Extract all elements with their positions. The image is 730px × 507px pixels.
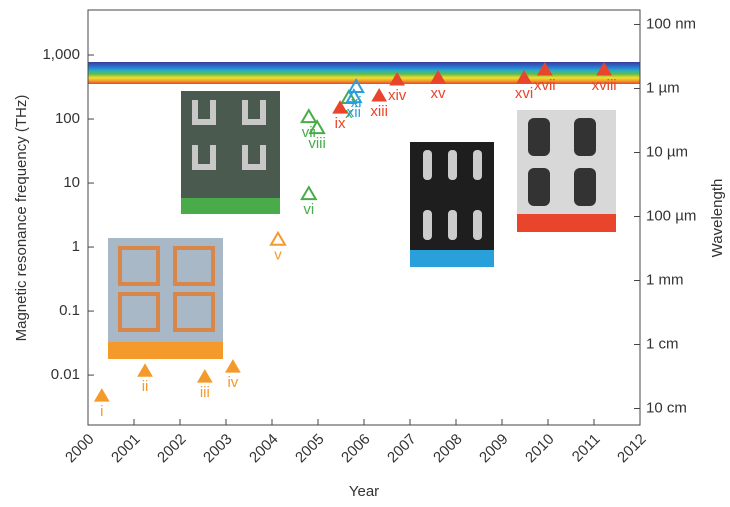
x-axis-label: Year: [349, 483, 379, 500]
x-tick-label: 2007: [384, 431, 420, 467]
point: [137, 363, 153, 377]
x-tick-label: 2012: [614, 431, 650, 467]
x-tick-label: 2011: [569, 431, 604, 466]
x-tick-label: 2004: [246, 431, 282, 467]
y-tick-label: 100: [55, 110, 80, 127]
y-tick-label: 1,000: [42, 46, 80, 63]
point-label: xv: [431, 85, 447, 102]
point-label: xii: [347, 104, 361, 121]
point-label: ix: [335, 115, 346, 132]
point-label: xiii: [370, 103, 388, 120]
inset-4: [517, 110, 616, 232]
point: [196, 369, 213, 383]
point: [371, 88, 388, 102]
y-tick-label: 1: [72, 238, 80, 255]
point-label: ii: [142, 378, 149, 395]
y2-tick-label: 1 cm: [646, 335, 679, 352]
y2-tick-label: 1 mm: [646, 271, 684, 288]
point: [300, 185, 318, 201]
y-tick-label: 10: [63, 174, 80, 191]
point: [300, 108, 318, 124]
x-tick-label: 2006: [338, 431, 374, 467]
y2-axis-label: Wavelength: [709, 179, 726, 258]
point: [430, 70, 446, 84]
x-tick-label: 2009: [476, 431, 512, 467]
point: [345, 88, 363, 104]
x-tick-label: 2005: [292, 431, 328, 467]
inset-3: [410, 142, 494, 267]
x-tick-label: 2010: [522, 431, 558, 467]
point-label: xvii: [534, 77, 556, 94]
x-tick-label: 2003: [200, 431, 236, 467]
point-label: i: [100, 403, 103, 420]
point-label: xiv: [388, 87, 407, 104]
x-tick-label: 2001: [108, 431, 144, 467]
point-label: xviii: [592, 77, 617, 94]
point-label: xvi: [515, 85, 533, 102]
point-label: iii: [200, 384, 210, 401]
point: [93, 388, 110, 402]
visible-band: [88, 62, 640, 84]
y-axis-label: Magnetic resonance frequency (THz): [13, 95, 30, 342]
inset-2: [181, 91, 280, 214]
y2-tick-label: 100 µm: [646, 207, 696, 224]
point: [389, 72, 405, 86]
y2-tick-label: 100 nm: [646, 15, 696, 32]
point: [225, 359, 241, 373]
point-label: x: [345, 105, 353, 122]
point: [269, 230, 287, 246]
point: [516, 70, 532, 84]
point-label: v: [274, 247, 282, 264]
point-label: viii: [308, 135, 326, 152]
inset-1: [108, 238, 223, 359]
point-label: iv: [227, 374, 238, 391]
point: [347, 78, 365, 94]
x-tick-label: 2008: [430, 431, 466, 467]
point-label: vi: [303, 201, 314, 218]
point: [332, 100, 348, 114]
point: [536, 62, 553, 76]
y-tick-label: 0.01: [51, 366, 80, 383]
y2-tick-label: 1 µm: [646, 79, 680, 96]
x-tick-label: 2002: [154, 431, 190, 467]
point: [596, 62, 612, 76]
point: [308, 119, 326, 135]
y2-tick-label: 10 cm: [646, 399, 687, 416]
x-tick-label: 2000: [62, 431, 98, 467]
y2-tick-label: 10 µm: [646, 143, 688, 160]
y-tick-label: 0.1: [59, 302, 80, 319]
